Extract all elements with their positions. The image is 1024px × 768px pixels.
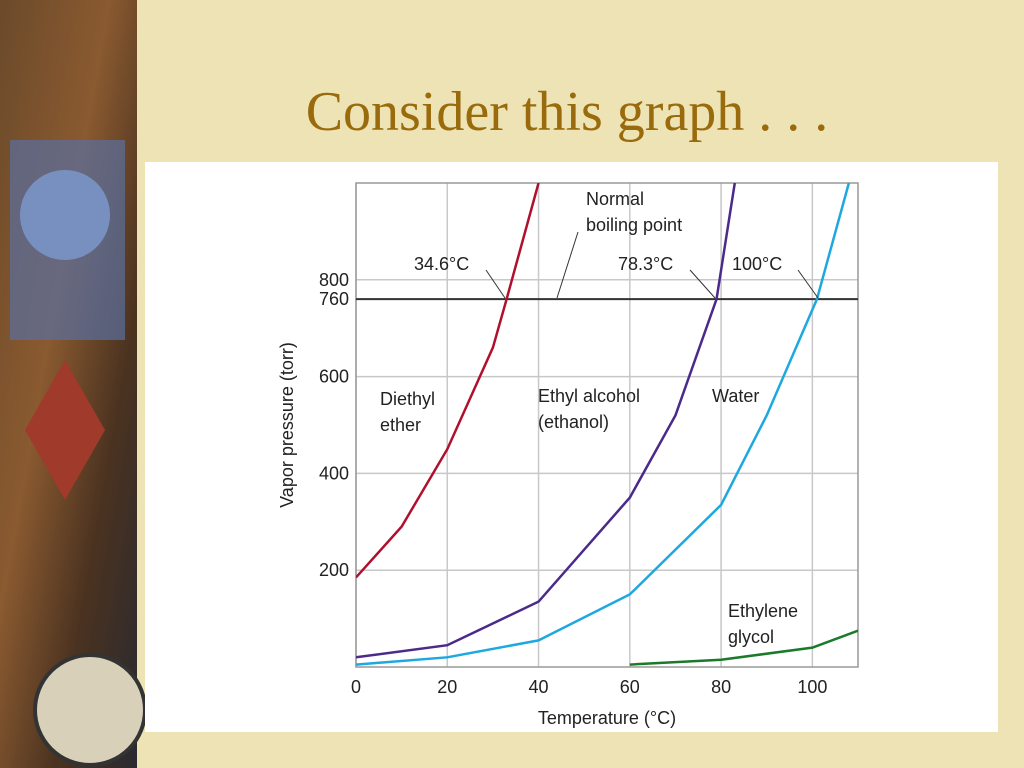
y-tick-label: 400 [319, 463, 349, 483]
compass [33, 653, 147, 767]
y-tick-label: 200 [319, 560, 349, 580]
series-label-line: glycol [728, 627, 774, 647]
plot-frame [355, 182, 859, 668]
series-label-line: Diethyl [380, 389, 435, 409]
slide-title: Consider this graph . . . [306, 81, 829, 143]
annotation: 100°C [732, 254, 782, 274]
annotation: 34.6°C [414, 254, 469, 274]
series-label: Water [712, 386, 759, 406]
x-tick-label: 100 [797, 677, 827, 697]
medal [25, 360, 105, 500]
series-label-line: Water [712, 386, 759, 406]
series-label: Ethyl alcohol (ethanol) [538, 386, 640, 432]
series-label: Diethyl ether [380, 389, 435, 435]
leader-line [797, 269, 819, 299]
series-line [356, 183, 540, 579]
annotation-line: 100°C [732, 254, 782, 274]
annotation-line: 78.3°C [618, 254, 673, 274]
rosette [20, 170, 110, 260]
leader-line [556, 231, 579, 299]
x-tick-label: 60 [620, 677, 640, 697]
annotation: Normal boiling point [586, 189, 682, 235]
y-tick-label: 600 [319, 367, 349, 387]
series-label-line: Ethylene [728, 601, 798, 621]
series-line [356, 183, 737, 659]
leader-line [485, 269, 506, 299]
x-tick-label: 20 [437, 677, 457, 697]
y-axis-label: Vapor pressure (torr) [277, 342, 297, 508]
annotation-line: Normal [586, 189, 644, 209]
y-tick-label: 760 [319, 289, 349, 309]
chart-panel [145, 162, 998, 732]
annotation-line: boiling point [586, 215, 682, 235]
series-label-line: ether [380, 415, 421, 435]
series-line [629, 629, 858, 666]
x-tick-label: 80 [711, 677, 731, 697]
leader-line [689, 269, 716, 299]
series-line [356, 183, 851, 666]
series-label-line: (ethanol) [538, 412, 609, 432]
annotation: 78.3°C [618, 254, 673, 274]
x-axis-label: Temperature (°C) [538, 708, 676, 728]
series-label: Ethylene glycol [728, 601, 798, 647]
x-tick-label: 40 [529, 677, 549, 697]
annotation-line: 34.6°C [414, 254, 469, 274]
y-tick-label: 800 [319, 270, 349, 290]
x-tick-label: 0 [351, 677, 361, 697]
series-label-line: Ethyl alcohol [538, 386, 640, 406]
